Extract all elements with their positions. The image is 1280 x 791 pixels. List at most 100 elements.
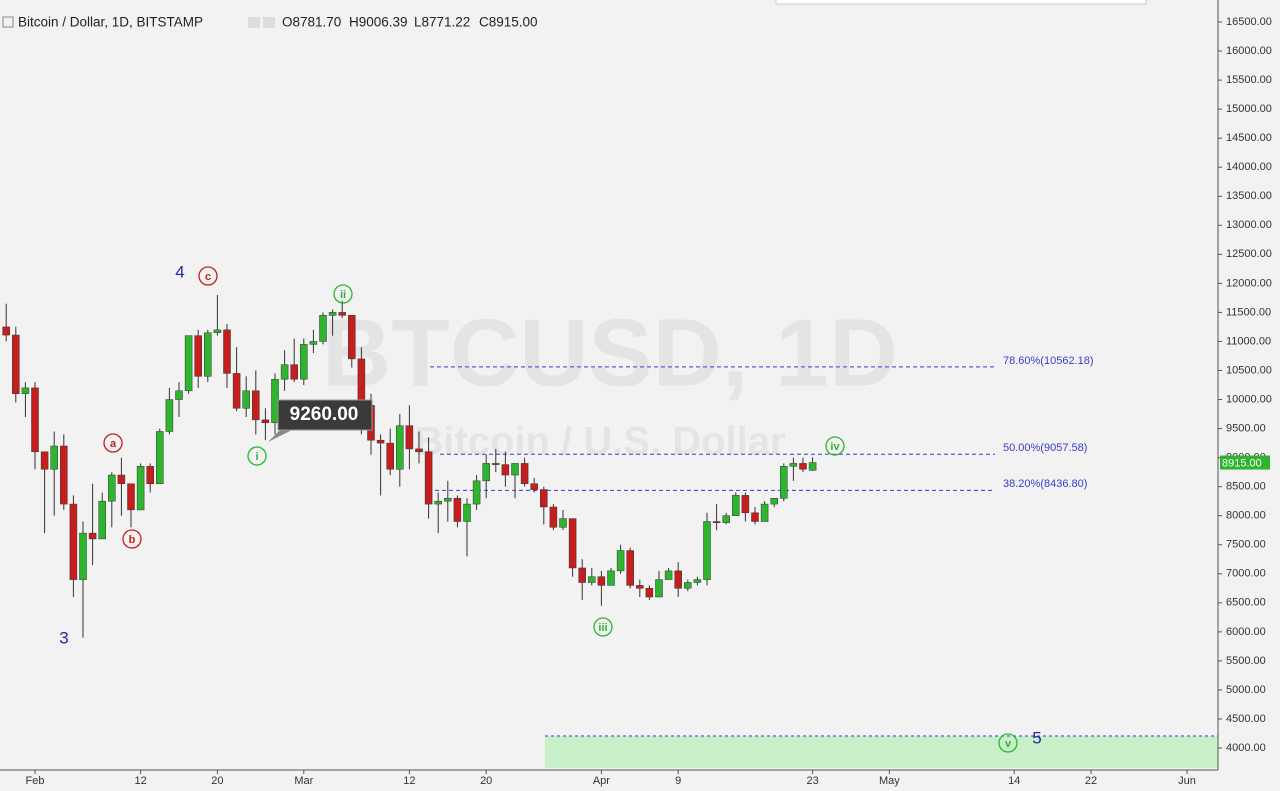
candle-body <box>40 451 49 470</box>
wave-circle <box>198 266 218 286</box>
candle-body <box>549 506 558 528</box>
last-price-label: 8915.00 <box>1222 457 1262 469</box>
candle-body <box>2 326 10 336</box>
candle-body <box>712 521 721 523</box>
candle-body <box>434 500 442 505</box>
candle-body <box>693 579 702 583</box>
candle-body <box>463 503 471 522</box>
candle-body <box>165 399 174 432</box>
wave-label: v <box>1005 738 1012 750</box>
callout-pointer <box>268 430 292 442</box>
y-tick-label: 12000.00 <box>1226 277 1272 289</box>
fib-label: 38.20%(8436.80) <box>1003 478 1087 490</box>
y-tick-label: 15000.00 <box>1226 103 1272 115</box>
y-tick-label: 11000.00 <box>1226 335 1271 347</box>
candle-body <box>684 582 692 589</box>
chart-icon[interactable] <box>2 16 14 28</box>
ohlc-open: O8781.70 <box>282 15 341 30</box>
y-tick-label: 8500.00 <box>1226 481 1266 493</box>
candle-body <box>204 332 212 377</box>
candle-body <box>50 445 58 470</box>
header-button[interactable] <box>248 17 260 28</box>
y-tick-label: 6500.00 <box>1226 597 1266 609</box>
candle-body <box>146 466 154 485</box>
y-tick-label: 7500.00 <box>1226 539 1266 551</box>
candle-body <box>309 341 318 345</box>
candle-body <box>453 498 462 522</box>
candle-body <box>88 532 97 540</box>
candle-body <box>280 364 289 380</box>
y-tick-label: 4000.00 <box>1226 742 1266 754</box>
candle-body <box>194 335 202 377</box>
watermark-symbol: BTCUSD, 1D <box>322 299 898 406</box>
candle-body <box>117 474 126 485</box>
x-tick-label: 22 <box>1085 775 1097 787</box>
chart-title: Bitcoin / Dollar, 1D, BITSTAMP <box>18 15 203 30</box>
wave-label: 4 <box>175 262 184 281</box>
candle-body <box>223 329 231 374</box>
candle-body <box>290 364 298 380</box>
candle-body <box>808 462 817 471</box>
candle-body <box>597 576 606 586</box>
fib-label: 78.60%(10562.18) <box>1003 355 1094 367</box>
candle-body <box>79 532 87 580</box>
ohlc-low: L8771.22 <box>414 15 470 30</box>
wave-circle <box>122 529 142 549</box>
candle-body <box>69 503 78 580</box>
candle-body <box>108 474 116 502</box>
x-tick-label: Mar <box>294 775 313 787</box>
y-tick-label: 14000.00 <box>1226 161 1272 173</box>
y-tick-label: 6000.00 <box>1226 626 1266 638</box>
watermark: BTCUSD, 1D Bitcoin / U.S. Dollar <box>322 299 898 463</box>
candle-body <box>722 515 730 523</box>
candle-body <box>607 570 615 586</box>
candle-body <box>674 570 682 589</box>
wave-label: 5 <box>1032 728 1041 747</box>
candle-body <box>482 463 490 482</box>
candle-body <box>472 480 481 505</box>
wave-label: ii <box>340 289 346 301</box>
last-price-tag <box>1220 455 1270 470</box>
x-tick-label: Jun <box>1178 775 1196 787</box>
x-tick-label: 9 <box>675 775 681 787</box>
candle-body <box>559 518 567 528</box>
candle-body <box>232 373 241 409</box>
candle-body <box>492 463 500 465</box>
candle-body <box>703 521 711 580</box>
ohlc-high: H9006.39 <box>349 15 408 30</box>
candle-body <box>12 334 20 394</box>
y-tick-label: 10000.00 <box>1226 393 1272 405</box>
candle-body <box>780 466 788 499</box>
y-tick-label: 16000.00 <box>1226 45 1272 57</box>
candle-body <box>21 387 30 394</box>
candle-body <box>31 387 39 453</box>
toolbar-box <box>775 0 1147 5</box>
candle-body <box>588 576 596 583</box>
candle-body <box>376 439 385 444</box>
candle-body <box>415 448 423 453</box>
callout-text: 9260.00 <box>290 404 359 425</box>
x-tick-label: 20 <box>211 775 223 787</box>
y-tick-label: 12500.00 <box>1226 248 1272 260</box>
header-button[interactable] <box>263 17 275 28</box>
y-tick-label: 8000.00 <box>1226 510 1266 522</box>
candle-body <box>732 495 740 516</box>
y-tick-label: 16500.00 <box>1226 16 1272 28</box>
candle-body <box>626 550 634 586</box>
candle-body <box>760 503 769 522</box>
x-tick-label: 23 <box>806 775 818 787</box>
wave-label: i <box>255 451 258 463</box>
candle-body <box>520 463 529 485</box>
callout-box <box>277 399 373 431</box>
candle-body <box>751 512 759 522</box>
candle-body <box>741 495 750 514</box>
candle-body <box>501 464 510 476</box>
y-tick-label: 4500.00 <box>1226 713 1266 725</box>
candle-body <box>348 315 356 360</box>
candle-body <box>645 588 654 598</box>
plot <box>2 294 995 638</box>
candle-body <box>175 390 183 400</box>
candle-body <box>578 567 586 583</box>
candle-body <box>252 390 260 421</box>
